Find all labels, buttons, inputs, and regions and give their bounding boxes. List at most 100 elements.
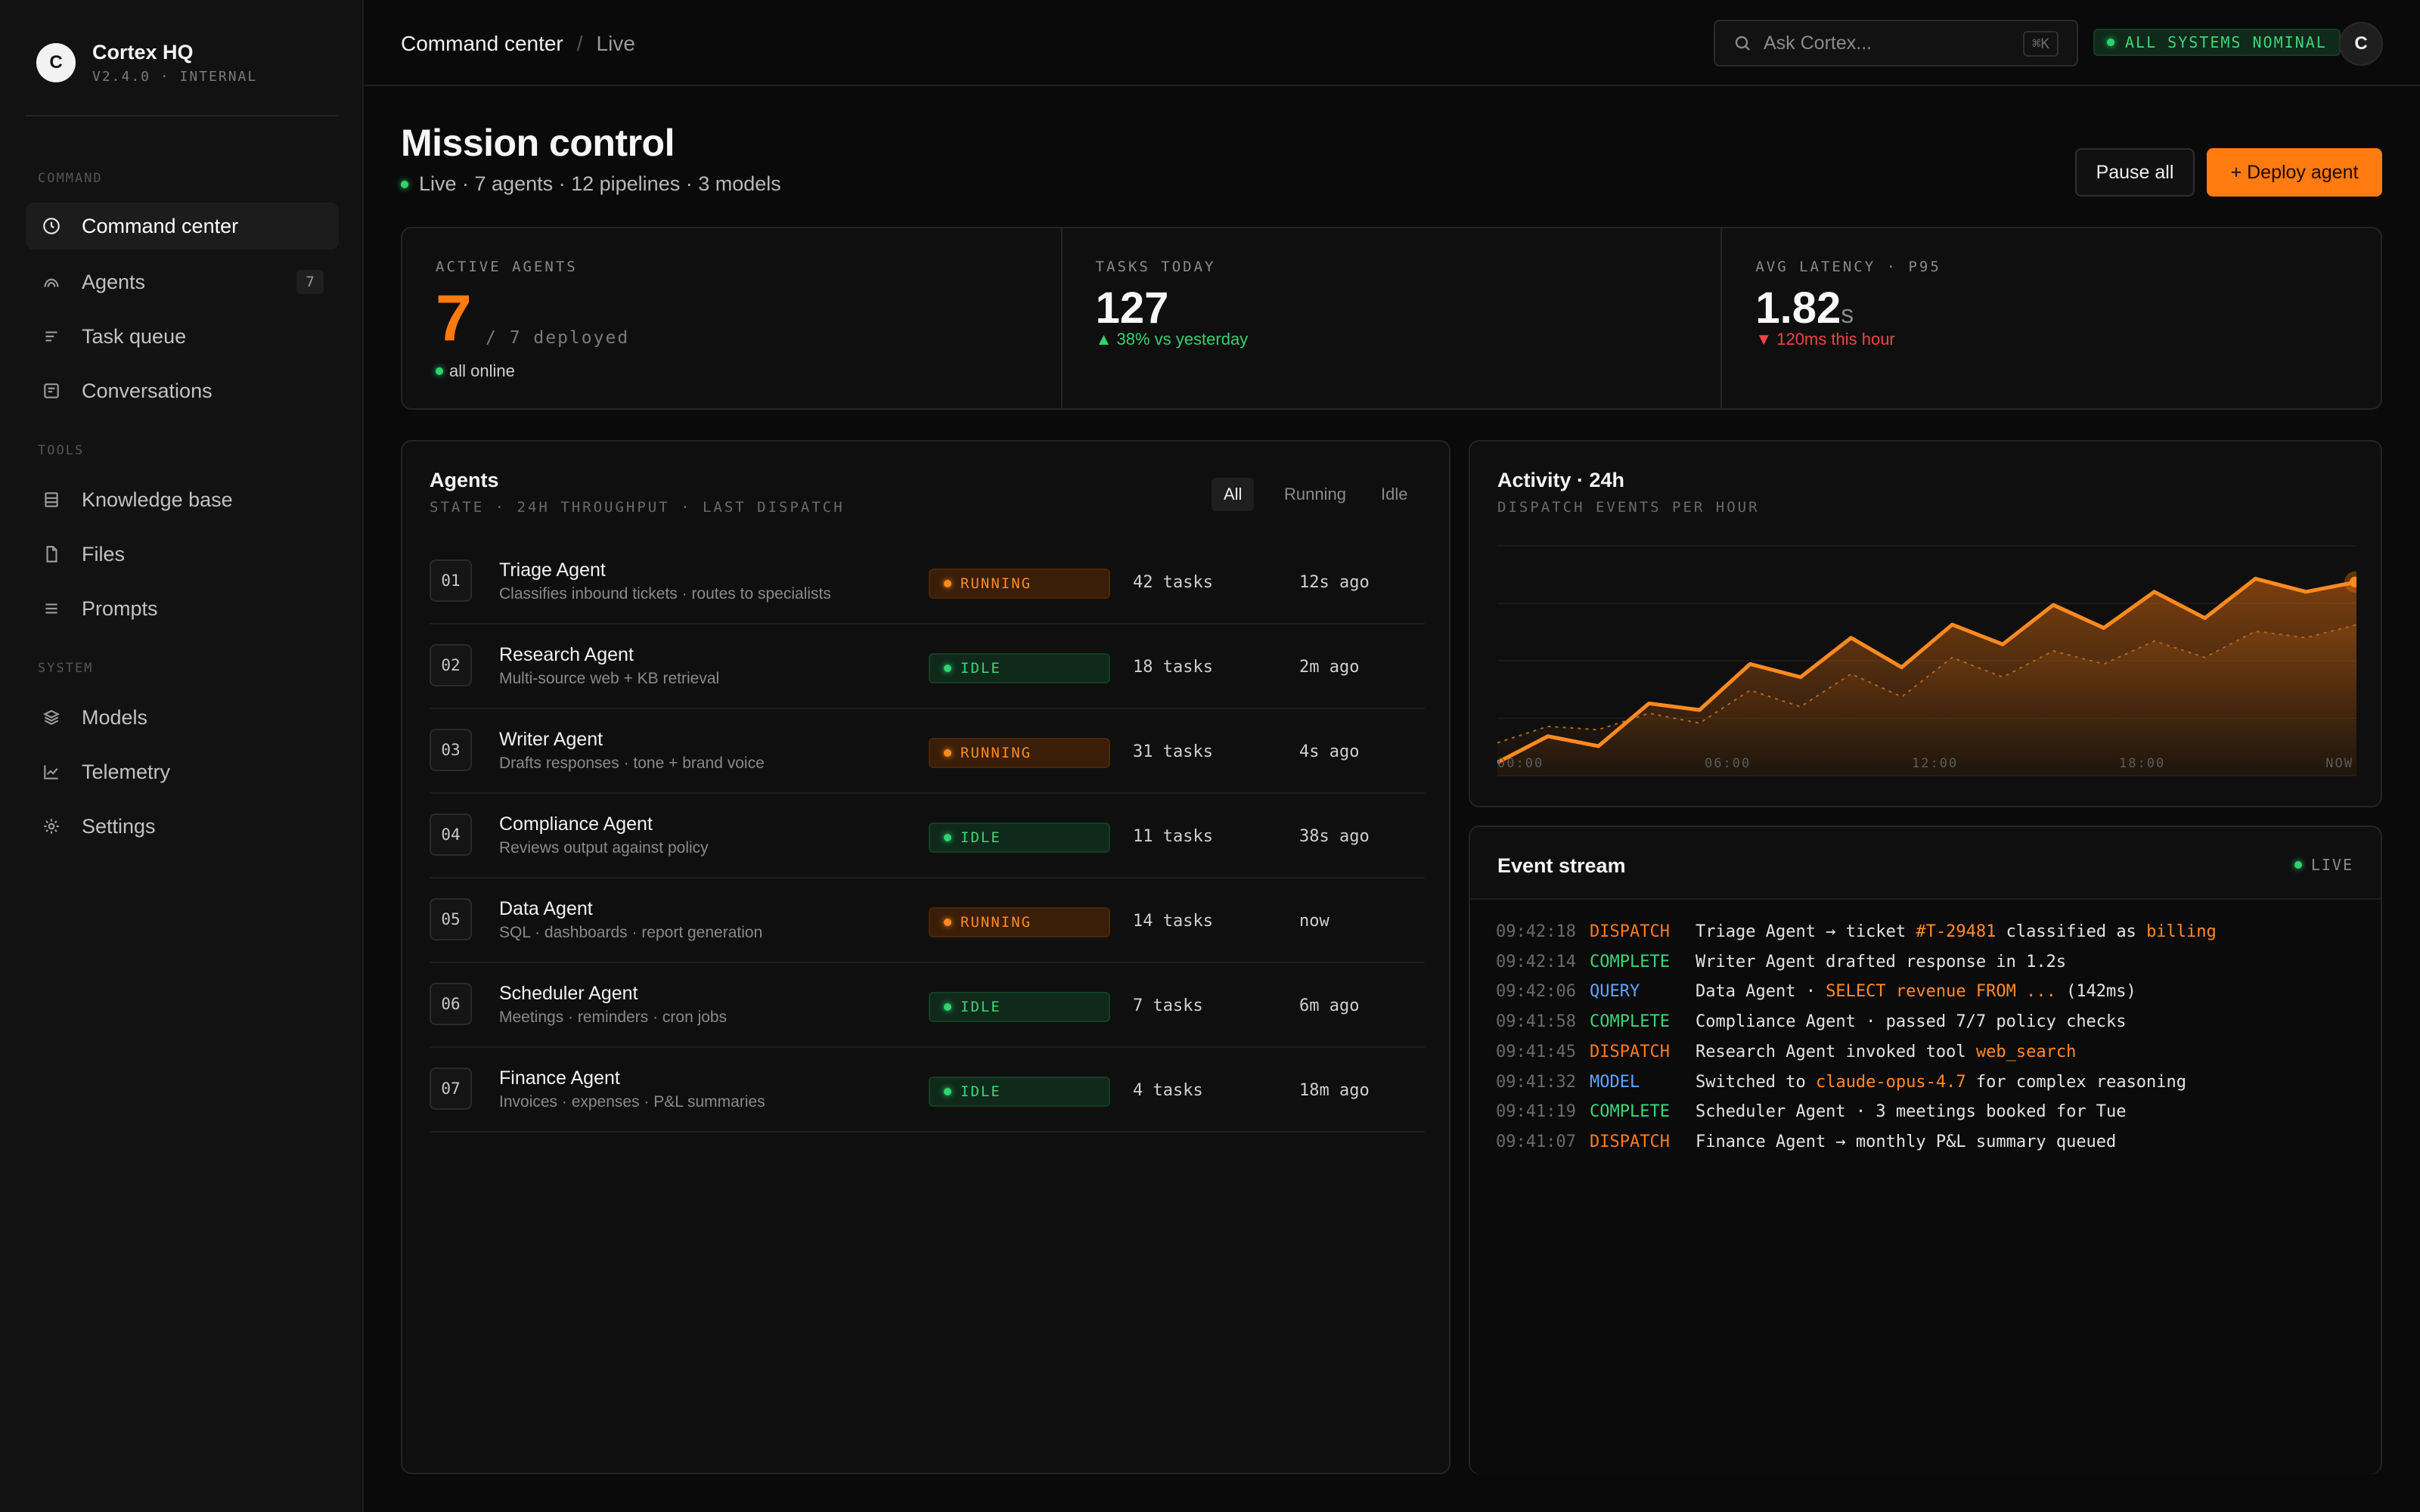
event-highlight: claude-opus-4.7 — [1815, 1072, 1966, 1092]
divider — [1470, 898, 2381, 900]
event-highlight: SELECT revenue FROM ... — [1826, 982, 2056, 1002]
stats-strip: ACTIVE AGENTS 7 / 7 deployed all online … — [401, 227, 2382, 410]
sidebar-item-command-center[interactable]: Command center — [26, 203, 339, 249]
file-icon — [41, 544, 62, 565]
table-row[interactable]: 03 Writer Agent Drafts responses · tone + … — [430, 709, 1425, 794]
sidebar-item-telemetry[interactable]: Telemetry — [26, 748, 339, 795]
sidebar: C Cortex HQ V2.4.0 · INTERNAL COMMAND Co… — [0, 0, 364, 1512]
sidebar-divider — [26, 115, 339, 116]
activity-panel: Activity · 24h DISPATCH EVENTS PER HOUR … — [1469, 440, 2382, 807]
sidebar-item-task-queue[interactable]: Task queue — [26, 313, 339, 360]
pause-all-button[interactable]: Pause all — [2075, 148, 2195, 197]
agent-name: Research Agent — [499, 644, 634, 665]
agent-name: Scheduler Agent — [499, 983, 638, 1004]
event-message: Writer Agent drafted response in 1.2s — [1696, 953, 2066, 971]
status-badge: RUNNING — [929, 738, 1110, 768]
list-item[interactable]: 09:41:19 COMPLETE Scheduler Agent · 3 meet… — [1496, 1102, 2127, 1121]
status-badge: IDLE — [929, 823, 1110, 853]
chart-tick-label: 06:00 — [1705, 756, 1751, 771]
sidebar-item-label: Models — [82, 705, 148, 729]
agent-description: Invoices · expenses · P&L summaries — [499, 1093, 765, 1111]
event-type: QUERY — [1590, 982, 1640, 1002]
agent-last-dispatch: 38s ago — [1299, 827, 1370, 846]
clock-icon — [41, 215, 62, 237]
status-dot-icon — [944, 1088, 951, 1095]
table-row[interactable]: 05 Data Agent SQL · dashboards · report ge… — [430, 878, 1425, 963]
gear-icon — [41, 816, 62, 837]
brand-logo: C — [36, 43, 76, 82]
sidebar-item-conversations[interactable]: Conversations — [26, 367, 339, 414]
agent-last-dispatch: 4s ago — [1299, 742, 1360, 761]
brand-version: V2.4.0 · INTERNAL — [92, 69, 258, 85]
filter-idle[interactable]: Idle — [1381, 485, 1408, 503]
list-item[interactable]: 09:41:07 DISPATCH Finance Agent → monthly … — [1496, 1132, 2116, 1151]
event-type: COMPLETE — [1590, 1102, 1670, 1122]
panel-title: Agents — [430, 469, 499, 491]
search-box[interactable]: ⌘K — [1714, 20, 2078, 67]
list-item[interactable]: 09:41:32 MODEL Switched to claude-opus-4.7… — [1496, 1073, 2186, 1092]
sidebar-item-label: Task queue — [82, 324, 187, 348]
agent-description: Multi-source web + KB retrieval — [499, 670, 720, 687]
stat-note-text: all online — [449, 361, 515, 380]
page-title: Mission control — [401, 122, 675, 164]
search-input[interactable] — [1764, 32, 1990, 54]
agent-throughput: 42 tasks — [1133, 573, 1213, 592]
event-text: Finance Agent → monthly P&L summary queu… — [1696, 1132, 2117, 1151]
agent-number: 02 — [430, 644, 472, 686]
status-dot-icon — [944, 580, 951, 587]
list-item[interactable]: 09:42:14 COMPLETE Writer Agent drafted res… — [1496, 953, 2066, 971]
sidebar-item-knowledge-base[interactable]: Knowledge base — [26, 476, 339, 523]
stat-unit: s — [1841, 300, 1854, 329]
chart-current-point[interactable] — [2350, 576, 2356, 587]
status-text: RUNNING — [960, 575, 1032, 592]
agent-name: Triage Agent — [499, 559, 606, 581]
event-message: Compliance Agent · passed 7/7 policy che… — [1696, 1012, 2127, 1031]
conversation-icon — [41, 380, 62, 401]
status-dot-icon — [944, 749, 951, 757]
stat-value: 1.82s — [1755, 283, 1854, 333]
stat-value-number: 1.82 — [1755, 284, 1841, 333]
sidebar-item-prompts[interactable]: Prompts — [26, 585, 339, 632]
agent-number: 07 — [430, 1067, 472, 1110]
table-row[interactable]: 06 Scheduler Agent Meetings · reminders · … — [430, 963, 1425, 1048]
event-message: Finance Agent → monthly P&L summary queu… — [1696, 1132, 2116, 1151]
event-type: DISPATCH — [1590, 1042, 1670, 1061]
agent-description: SQL · dashboards · report generation — [499, 924, 763, 941]
layers-icon — [41, 707, 62, 728]
stat-label: ACTIVE AGENTS — [436, 259, 578, 275]
chart-tick-label: 12:00 — [1912, 756, 1959, 771]
list-item[interactable]: 09:41:45 DISPATCH Research Agent invoked t… — [1496, 1043, 2076, 1061]
status-badge: IDLE — [929, 992, 1110, 1022]
sidebar-item-models[interactable]: Models — [26, 694, 339, 741]
menu-icon — [41, 598, 62, 619]
sidebar-item-agents[interactable]: Agents 7 — [26, 259, 339, 305]
status-text: IDLE — [960, 999, 1001, 1015]
agents-panel: Agents STATE · 24H THROUGHPUT · LAST DIS… — [401, 440, 1450, 1474]
system-status-badge: ALL SYSTEMS NOMINAL — [2093, 29, 2341, 56]
list-item[interactable]: 09:42:06 QUERY Data Agent · SELECT revenue… — [1496, 982, 2136, 1001]
list-item[interactable]: 09:41:58 COMPLETE Compliance Agent · passe… — [1496, 1012, 2127, 1031]
list-item[interactable]: 09:42:18 DISPATCH Triage Agent → ticket #T… — [1496, 922, 2217, 941]
breadcrumb-main[interactable]: Command center — [401, 32, 563, 55]
sidebar-item-label: Knowledge base — [82, 488, 233, 511]
status-badge: RUNNING — [929, 569, 1110, 599]
table-row[interactable]: 01 Triage Agent Classifies inbound tickets… — [430, 540, 1425, 624]
avatar[interactable]: C — [2339, 22, 2383, 66]
status-dot-icon — [944, 834, 951, 841]
filter-running[interactable]: Running — [1284, 485, 1346, 503]
filter-all[interactable]: All — [1212, 478, 1255, 511]
sidebar-item-label: Command center — [82, 214, 239, 237]
sidebar-item-files[interactable]: Files — [26, 531, 339, 578]
sidebar-item-label: Telemetry — [82, 760, 171, 783]
agent-throughput: 7 tasks — [1133, 996, 1203, 1015]
sidebar-item-settings[interactable]: Settings — [26, 803, 339, 850]
brand[interactable]: C Cortex HQ V2.4.0 · INTERNAL — [36, 41, 257, 85]
table-row[interactable]: 04 Compliance Agent Reviews output against… — [430, 794, 1425, 878]
deploy-agent-button[interactable]: + Deploy agent — [2207, 148, 2382, 197]
table-row[interactable]: 07 Finance Agent Invoices · expenses · P&L… — [430, 1048, 1425, 1132]
table-row[interactable]: 02 Research Agent Multi-source web + KB re… — [430, 624, 1425, 709]
chart-tick-label: 00:00 — [1497, 756, 1544, 771]
event-list: 09:42:18 DISPATCH Triage Agent → ticket #T… — [1470, 900, 2381, 1474]
stat-tasks-today: TASKS TODAY 127 ▲ 38% vs yesterday — [1063, 228, 1723, 408]
